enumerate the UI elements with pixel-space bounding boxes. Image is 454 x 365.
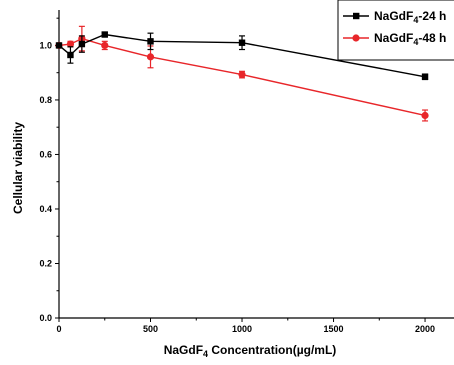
data-point bbox=[78, 40, 86, 48]
y-ticks: 0.0 0.2 0.4 0.6 0.8 1.0 bbox=[39, 17, 59, 323]
series-layer bbox=[55, 25, 429, 122]
legend-label: NaGdF4-48 h bbox=[374, 31, 446, 47]
x-tick-label: 0 bbox=[56, 324, 61, 334]
y-tick-label: 0.8 bbox=[39, 95, 52, 105]
legend-item: NaGdF4-48 h bbox=[343, 31, 446, 47]
legend-box bbox=[337, 0, 454, 61]
data-point bbox=[101, 31, 108, 38]
x-tick-label: 2000 bbox=[415, 324, 435, 334]
x-tick-label: 500 bbox=[143, 324, 158, 334]
y-tick-label: 0.0 bbox=[39, 313, 52, 323]
legend-item: NaGdF4-24 h bbox=[343, 9, 446, 25]
data-point bbox=[238, 39, 246, 46]
axes bbox=[58, 10, 454, 319]
y-axis-title: Cellular viability bbox=[11, 122, 25, 214]
x-axis-title: NaGdF4 Concentration(µg/mL) bbox=[164, 343, 337, 359]
x-tick-label: 1000 bbox=[232, 324, 252, 334]
data-point bbox=[238, 70, 246, 79]
legend-label: NaGdF4-24 h bbox=[374, 9, 446, 25]
y-tick-label: 0.2 bbox=[39, 258, 52, 268]
data-point bbox=[67, 51, 74, 59]
legend-marker bbox=[352, 34, 360, 42]
series-nagdf4-24-h bbox=[55, 31, 429, 81]
legend: NaGdF4-24 h NaGdF4-48 h bbox=[337, 0, 454, 61]
series-nagdf4-48-h bbox=[55, 25, 429, 122]
y-tick-label: 1.0 bbox=[39, 40, 52, 50]
legend-marker bbox=[353, 12, 360, 20]
data-point bbox=[421, 73, 429, 80]
y-tick-label: 0.6 bbox=[39, 149, 52, 159]
x-tick-label: 1500 bbox=[324, 324, 344, 334]
data-point bbox=[146, 53, 155, 61]
data-point bbox=[55, 42, 63, 49]
data-point bbox=[101, 41, 109, 50]
data-point bbox=[66, 40, 75, 48]
data-point bbox=[421, 111, 429, 120]
y-tick-label: 0.4 bbox=[39, 204, 52, 214]
x-ticks: 0 500 1000 1500 2000 bbox=[56, 318, 435, 334]
data-point bbox=[147, 38, 154, 45]
